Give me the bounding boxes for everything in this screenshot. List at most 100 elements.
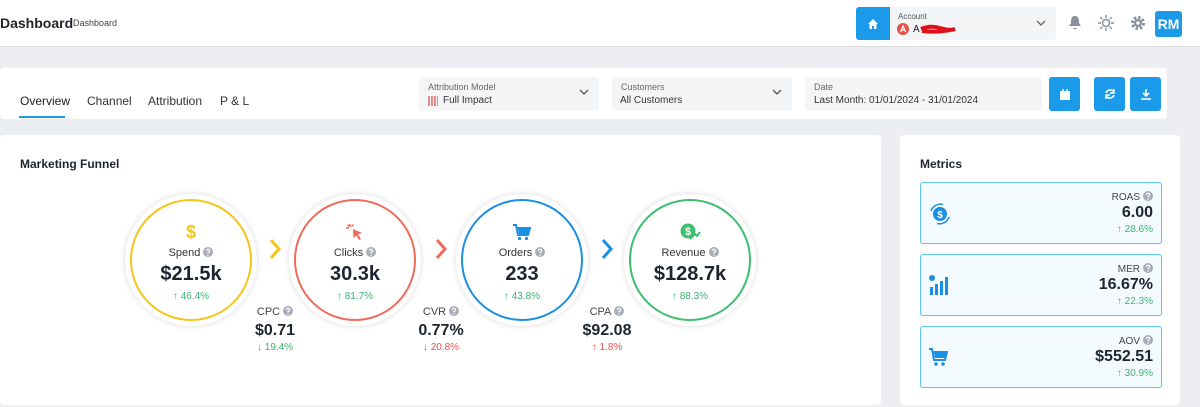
ratio-value: $0.71 (254, 322, 296, 339)
help-icon[interactable] (708, 247, 719, 257)
roas-icon: $ (930, 203, 950, 225)
avatar[interactable]: RM (1155, 11, 1182, 37)
metric-label: AOV (1119, 335, 1153, 347)
help-icon[interactable] (535, 247, 546, 257)
svg-text:$: $ (937, 210, 943, 221)
chevron (772, 89, 782, 95)
mer-icon (929, 275, 948, 295)
home-icon (868, 18, 878, 29)
revenue-icon: $ (680, 223, 701, 240)
stage-ring: Orders 233 ↑ 43.8% (461, 199, 583, 321)
label-text: CPC (256, 306, 281, 318)
stage-ring: $ Spend $21.5k ↑ 46.4% (130, 199, 252, 321)
metric-card: MER 16.67% ↑ 22.3% (920, 254, 1162, 316)
metric-icon: $ (928, 202, 952, 231)
calendar-button[interactable] (1049, 77, 1080, 111)
stage-label: Clicks (296, 247, 414, 259)
metric-change: ↑ 22.3% (1116, 296, 1153, 307)
stage-value: $21.5k (160, 263, 222, 285)
stage-change: ↑ 46.4% (172, 291, 210, 302)
stage-ring: $ Revenue $128.7k ↑ 88.3% (629, 199, 751, 321)
stage-value: $128.7k (653, 263, 727, 285)
metric-label: MER (1118, 263, 1153, 275)
tab[interactable]: Attribution (148, 94, 203, 108)
top-bar: Dashboard Dashboard Account A RM (0, 0, 1200, 47)
account-badge (897, 23, 909, 35)
label-text: CVR (422, 306, 447, 318)
stage-icon (463, 223, 581, 246)
tab[interactable]: Channel (87, 94, 132, 108)
page-title: Dashboard (0, 15, 74, 31)
label-text: AOV (1118, 336, 1140, 347)
help-icon[interactable] (283, 306, 294, 316)
customers-filter[interactable]: Customers All Customers (612, 77, 792, 111)
metric-card: AOV $552.51 ↑ 30.9% (920, 326, 1162, 388)
date-filter[interactable]: Date Last Month: 01/01/2024 - 31/01/2024 (805, 77, 1042, 111)
attribution-filter[interactable]: Attribution Model Full Impact (419, 77, 599, 111)
metric-change: ↑ 30.9% (1116, 368, 1153, 379)
settings-icon[interactable] (1130, 15, 1146, 31)
refresh-icon (1104, 89, 1115, 99)
funnel-arrow (269, 239, 282, 259)
tab[interactable]: Overview (20, 94, 71, 108)
metric-label: ROAS (1112, 191, 1153, 203)
help-icon[interactable] (449, 306, 460, 316)
funnel-ratio: CVR 0.77% ↓ 20.8% (396, 306, 486, 353)
refresh-button[interactable] (1094, 77, 1125, 111)
card-title: Marketing Funnel (20, 157, 120, 171)
stage-icon (296, 223, 414, 246)
metric-value: 16.67% (1098, 276, 1153, 293)
filter-value: Full Impact (443, 95, 492, 106)
metric-icon (928, 274, 950, 301)
label-text: CPA (589, 306, 612, 318)
filter-label: Customers (621, 82, 665, 92)
funnel-stage: Clicks 30.3k ↑ 81.7% (289, 194, 421, 326)
impact-icon (428, 96, 438, 106)
label-text: ROAS (1111, 192, 1140, 203)
help-icon[interactable] (1143, 191, 1153, 201)
label-text: Orders (498, 247, 533, 259)
help-icon[interactable] (1143, 335, 1153, 345)
stage-icon: $ (631, 223, 749, 246)
account-select[interactable]: Account A (890, 7, 1056, 40)
redaction (920, 24, 956, 34)
funnel-stage: $ Revenue $128.7k ↑ 88.3% (624, 194, 756, 326)
help-icon[interactable] (366, 247, 377, 257)
chevron (1036, 20, 1046, 26)
chevron (579, 89, 589, 95)
svg-text:$: $ (685, 226, 691, 238)
account-name: A (913, 24, 920, 35)
calendar-icon (1059, 88, 1070, 100)
help-icon[interactable] (203, 247, 214, 257)
label-text: Spend (168, 247, 201, 259)
label-text: Clicks (333, 247, 364, 259)
home-button[interactable] (856, 7, 890, 40)
filter-value: Last Month: 01/01/2024 - 31/01/2024 (814, 95, 979, 106)
stage-icon: $ (132, 222, 250, 246)
cart-icon (513, 224, 532, 241)
download-button[interactable] (1130, 77, 1161, 111)
help-icon[interactable] (1143, 263, 1153, 273)
ratio-label: CPA (562, 306, 652, 322)
click-icon (346, 224, 362, 240)
ratio-change: ↑ 1.8% (591, 342, 623, 353)
ratio-label: CVR (396, 306, 486, 322)
bell-icon[interactable] (1068, 15, 1082, 31)
stage-label: Revenue (631, 247, 749, 259)
stage-ring: Clicks 30.3k ↑ 81.7% (294, 199, 416, 321)
help-icon[interactable] (614, 306, 625, 316)
stage-label: Orders (463, 247, 581, 259)
funnel-arrow (435, 239, 448, 259)
ratio-value: 0.77% (418, 322, 464, 339)
tab[interactable]: P & L (220, 94, 250, 108)
theme-icon[interactable] (1098, 15, 1114, 31)
active-tab-indicator (19, 116, 65, 118)
funnel-stage: Orders 233 ↑ 43.8% (456, 194, 588, 326)
funnel-stage: $ Spend $21.5k ↑ 46.4% (125, 194, 257, 326)
metric-value: $552.51 (1095, 348, 1153, 365)
metric-value: 6.00 (1121, 204, 1153, 221)
breadcrumb[interactable]: Dashboard (73, 18, 118, 28)
funnel-ratio: CPA $92.08 ↑ 1.8% (562, 306, 652, 353)
stage-value: 30.3k (329, 263, 381, 285)
